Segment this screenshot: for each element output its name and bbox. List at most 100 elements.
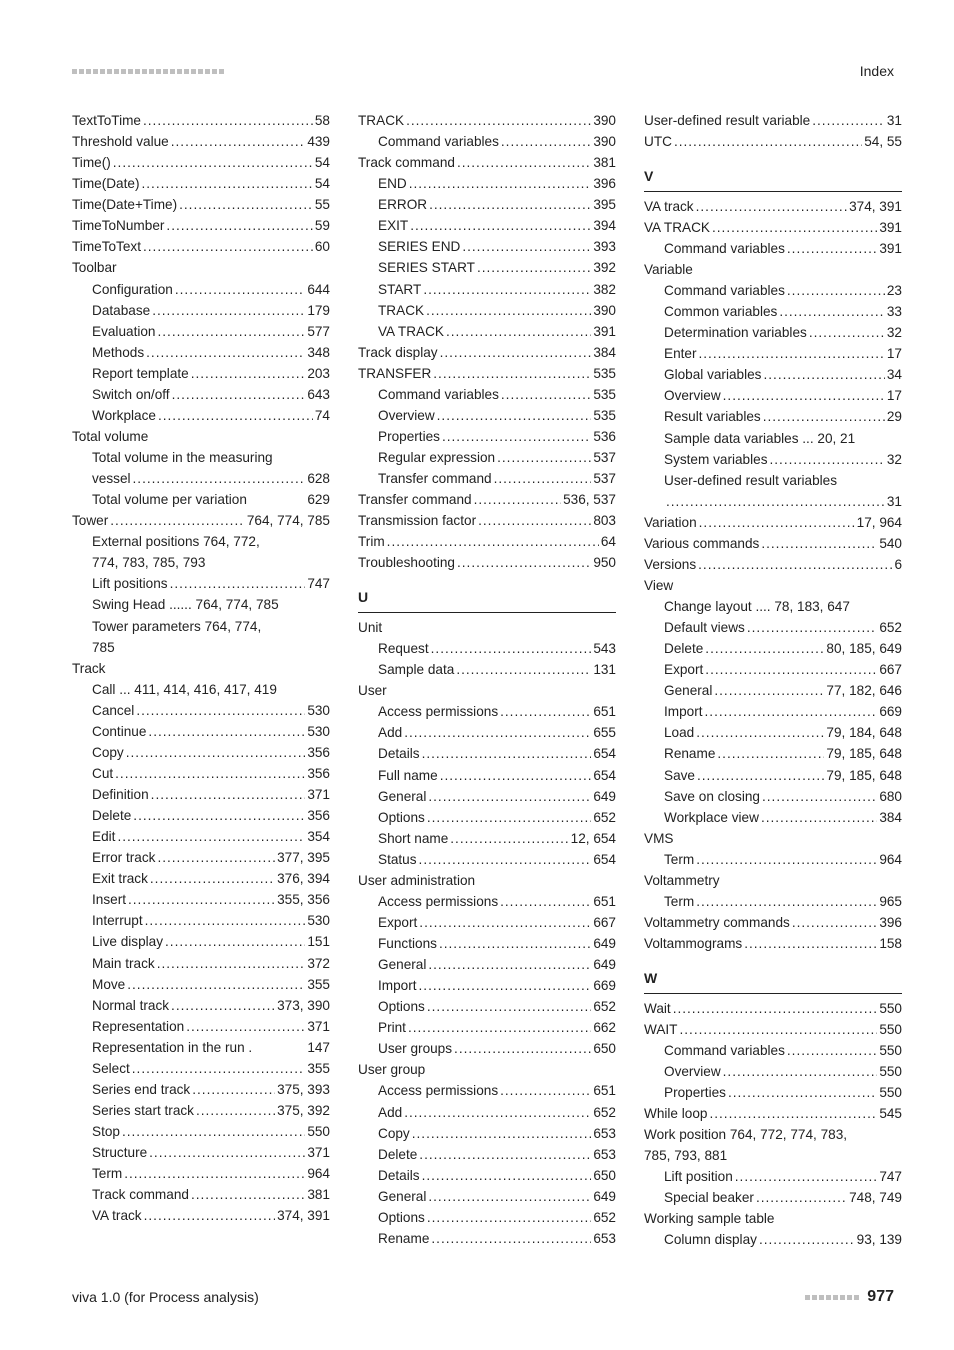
leader-dots bbox=[735, 1166, 878, 1187]
index-entry-page: 79, 185, 648 bbox=[826, 765, 902, 786]
index-entry: User-defined result variables bbox=[644, 470, 902, 491]
index-entry-label: Definition bbox=[92, 784, 149, 805]
index-entry: WAIT 550 bbox=[644, 1019, 902, 1040]
index-entry-label: Methods bbox=[92, 342, 144, 363]
index-entry-label: General bbox=[378, 786, 426, 807]
index-entry-page: 371 bbox=[307, 1016, 330, 1037]
index-entry-label: Voltammetry bbox=[644, 870, 720, 891]
index-entry-label: Result variables bbox=[664, 406, 761, 427]
index-entry-page: 537 bbox=[593, 468, 616, 489]
index-entry-label: Functions bbox=[378, 933, 437, 954]
leader-dots bbox=[477, 257, 591, 278]
index-entry: Print 662 bbox=[358, 1017, 616, 1038]
index-entry: Enter 17 bbox=[644, 343, 902, 364]
leader-dots bbox=[175, 279, 305, 300]
index-entry-label: Voltammetry commands bbox=[644, 912, 790, 933]
footer-page-number: 977 bbox=[867, 1288, 894, 1306]
index-entry: Export 667 bbox=[644, 659, 902, 680]
index-entry: Voltammetry commands 396 bbox=[644, 912, 902, 933]
leader-dots bbox=[126, 742, 306, 763]
leader-dots bbox=[186, 1016, 305, 1037]
index-entry: Workplace 74 bbox=[72, 405, 330, 426]
leader-dots bbox=[166, 215, 312, 236]
leader-dots bbox=[759, 1229, 855, 1250]
index-entry-label: WAIT bbox=[644, 1019, 677, 1040]
index-entry-label: ERROR bbox=[378, 194, 427, 215]
index-entry-page: 80, 185, 649 bbox=[826, 638, 902, 659]
leader-dots bbox=[709, 1103, 877, 1124]
index-entry-label: 785 bbox=[92, 637, 115, 658]
index-entry-page: 651 bbox=[593, 701, 616, 722]
index-entry-label: Command variables bbox=[378, 384, 499, 405]
index-entry-page: 147 bbox=[307, 1037, 330, 1058]
index-entry-label: Insert bbox=[92, 889, 126, 910]
index-entry-label: Overview bbox=[664, 1061, 721, 1082]
index-entry-label: Access permissions bbox=[378, 1080, 498, 1101]
index-entry-label: Switch on/off bbox=[92, 384, 170, 405]
index-entry-label: Determination variables bbox=[664, 322, 807, 343]
index-entry: Overview 535 bbox=[358, 405, 616, 426]
index-entry-page: 376, 394 bbox=[277, 868, 330, 889]
index-entry: Default views 652 bbox=[644, 617, 902, 638]
index-entry-label: Properties bbox=[664, 1082, 726, 1103]
leader-dots bbox=[744, 933, 877, 954]
index-entry-page: 34 bbox=[887, 364, 902, 385]
index-entry: Troubleshooting 950 bbox=[358, 552, 616, 573]
index-entry-page: 356 bbox=[307, 805, 330, 826]
index-entry-label: Save bbox=[664, 765, 695, 786]
index-entry: Term 964 bbox=[72, 1163, 330, 1184]
index-entry: While loop 545 bbox=[644, 1103, 902, 1124]
index-entry-page: 384 bbox=[593, 342, 616, 363]
index-entry-page: 179 bbox=[307, 300, 330, 321]
index-entry: Threshold value 439 bbox=[72, 131, 330, 152]
index-entry: Total volume per variation 629 bbox=[72, 489, 330, 510]
index-entry-label: Global variables bbox=[664, 364, 761, 385]
index-entry: Representation in the run . 147 bbox=[72, 1037, 330, 1058]
index-entry-page: 667 bbox=[593, 912, 616, 933]
leader-dots bbox=[457, 552, 591, 573]
index-entry-label: TRACK bbox=[378, 300, 424, 321]
index-entry: Delete 80, 185, 649 bbox=[644, 638, 902, 659]
leader-dots bbox=[501, 131, 591, 152]
index-entry-page: 669 bbox=[879, 701, 902, 722]
index-entry: Command variables 390 bbox=[358, 131, 616, 152]
leader-dots bbox=[442, 426, 591, 447]
index-entry-label: TimeToNumber bbox=[72, 215, 164, 236]
leader-dots bbox=[422, 743, 592, 764]
index-entry-label: Delete bbox=[664, 638, 703, 659]
index-entry-label: Toolbar bbox=[72, 257, 117, 278]
leader-dots bbox=[128, 889, 275, 910]
leader-dots bbox=[419, 912, 591, 933]
index-entry-label: Various commands bbox=[644, 533, 759, 554]
index-entry: Select 355 bbox=[72, 1058, 330, 1079]
index-entry-page: 543 bbox=[593, 638, 616, 659]
leader-dots bbox=[410, 215, 591, 236]
leader-dots bbox=[429, 194, 591, 215]
index-entry-label: Move bbox=[92, 974, 125, 995]
index-entry-label: Select bbox=[92, 1058, 130, 1079]
index-entry-label: Details bbox=[378, 743, 420, 764]
leader-dots bbox=[157, 321, 305, 342]
index-entry-page: 396 bbox=[879, 912, 902, 933]
index-columns: TextToTime 58Threshold value 439Time() 5… bbox=[72, 110, 894, 1251]
index-entry: Import 669 bbox=[358, 975, 616, 996]
index-entry-page: 58 bbox=[315, 110, 330, 131]
index-entry-page: 374, 391 bbox=[277, 1205, 330, 1226]
index-entry: Time(Date+Time) 55 bbox=[72, 194, 330, 215]
index-entry-page: 131 bbox=[593, 659, 616, 680]
leader-dots bbox=[809, 322, 885, 343]
index-entry: General 649 bbox=[358, 786, 616, 807]
index-entry: EXIT 394 bbox=[358, 215, 616, 236]
index-entry-page: 17, 964 bbox=[857, 512, 902, 533]
index-entry: Copy 356 bbox=[72, 742, 330, 763]
index-entry-page: 550 bbox=[879, 1061, 902, 1082]
index-entry: Series start track 375, 392 bbox=[72, 1100, 330, 1121]
index-entry-label: Delete bbox=[92, 805, 131, 826]
index-entry: Evaluation 577 bbox=[72, 321, 330, 342]
index-entry-page: 371 bbox=[307, 784, 330, 805]
index-entry-page: 649 bbox=[593, 786, 616, 807]
index-entry-label: Track command bbox=[92, 1184, 189, 1205]
index-entry-label: 774, 783, 785, 793 bbox=[92, 552, 205, 573]
index-entry: User groups 650 bbox=[358, 1038, 616, 1059]
leader-dots bbox=[696, 849, 877, 870]
